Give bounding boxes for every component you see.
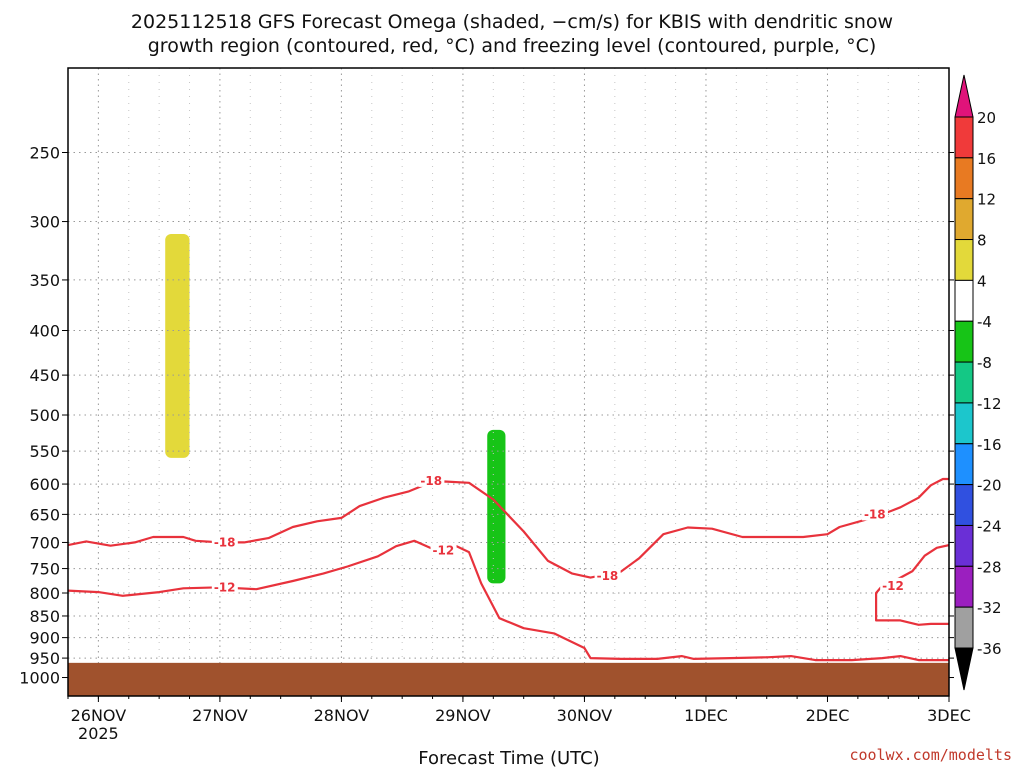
ground-fill (68, 662, 949, 696)
y-tick-label-600: 600 (29, 475, 60, 494)
contour-label-bg (430, 542, 457, 557)
colorbar: 20 16 12 8 4 -4 -8 -12 -16 -20 -24 -28 -32 -36 (954, 74, 1002, 691)
x-tick-label-1DEC: 1DEC (684, 706, 728, 725)
y-tick-label-800: 800 (29, 584, 60, 603)
colorbar-top-triangle (954, 74, 974, 118)
colorbar-label-8: 8 (977, 232, 987, 250)
contour-line-0-minus18 (68, 477, 949, 579)
contour-label-bg (211, 579, 238, 594)
omega-shaded-region-1 (165, 233, 190, 458)
x-tick-label-27NOV: 27NOV (192, 706, 248, 725)
colorbar-label--24: -24 (977, 517, 1002, 535)
y-tick-label-350: 350 (29, 271, 60, 290)
omega-shaded-region-0 (487, 429, 506, 584)
contour-label-bg (880, 577, 907, 592)
credit-text[interactable]: coolwx.com/modelts (849, 746, 1012, 764)
colorbar-swatch (954, 606, 974, 649)
y-tick-label-300: 300 (29, 213, 60, 232)
plot-frame (67, 67, 950, 697)
contour-label-bg (211, 534, 238, 549)
colorbar-label-20: 20 (977, 109, 996, 127)
colorbar-swatch (954, 198, 974, 241)
colorbar-label-4: 4 (977, 272, 987, 290)
y-tick-label-850: 850 (29, 607, 60, 626)
x-tick-label-3DEC: 3DEC (927, 706, 971, 725)
colorbar-swatch (954, 484, 974, 526)
x-tick-label-30NOV: 30NOV (557, 706, 613, 725)
ground-below-surface (68, 662, 949, 696)
contour-line-1-minus12 (68, 539, 949, 662)
colorbar-swatch (954, 524, 974, 567)
colorbar-swatch (954, 402, 974, 445)
contour-label-2-0: -12 (882, 579, 904, 593)
colorbar-swatch (954, 361, 974, 404)
contour-label-bg (861, 506, 888, 521)
y-tick-label-500: 500 (29, 406, 60, 425)
contour-label-0-1: -18 (420, 474, 442, 488)
y-tick-label-400: 400 (29, 322, 60, 341)
contour-label-0-3: -18 (864, 507, 886, 521)
contour-label-1-1: -12 (433, 543, 455, 557)
chart-title-line1: 2025112518 GFS Forecast Omega (shaded, −… (131, 11, 893, 33)
chart-title-line2: growth region (contoured, red, °C) and f… (148, 35, 877, 57)
y-tick-label-900: 900 (29, 629, 60, 648)
contour-label-0-0: -18 (214, 535, 236, 549)
colorbar-bottom-triangle (954, 647, 974, 691)
colorbar-swatch (954, 157, 974, 200)
y-tick-label-950: 950 (29, 649, 60, 668)
colorbar-label--36: -36 (977, 640, 1002, 658)
colorbar-label--8: -8 (977, 354, 992, 372)
colorbar-label-12: 12 (977, 191, 996, 209)
colorbar-swatch (954, 320, 974, 363)
x-tick-sublabel-year: 2025 (78, 724, 119, 743)
contour-label-bg (418, 472, 445, 487)
y-tick-label-700: 700 (29, 533, 60, 552)
colorbar-label--32: -32 (977, 599, 1002, 617)
y-tick-label-1000: 1000 (19, 669, 60, 688)
x-tick-label-28NOV: 28NOV (314, 706, 370, 725)
colorbar-label--16: -16 (977, 436, 1002, 454)
x-tick-label-2DEC: 2DEC (806, 706, 850, 725)
contour-label-0-2: -18 (597, 569, 619, 583)
grid (68, 68, 949, 696)
y-tick-label-750: 750 (29, 560, 60, 579)
y-axis: 250 300 350 400 450 500 550 600 650 700 750 800 850 9… (19, 144, 954, 688)
y-tick-label-650: 650 (29, 505, 60, 524)
y-tick-label-450: 450 (29, 366, 60, 385)
colorbar-label--28: -28 (977, 558, 1002, 576)
colorbar-label--20: -20 (977, 477, 1002, 495)
x-tick-label-29NOV: 29NOV (435, 706, 491, 725)
contours: -18 -18 -18 -18 -12 -12 -12 (68, 472, 949, 662)
contour-line-2-minus12 (875, 544, 949, 626)
colorbar-swatch (954, 116, 974, 159)
x-tick-label-26NOV: 26NOV (71, 706, 127, 725)
colorbar-label-16: 16 (977, 150, 996, 168)
y-tick-label-550: 550 (29, 442, 60, 461)
colorbar-label--12: -12 (977, 395, 1002, 413)
y-tick-label-250: 250 (29, 144, 60, 163)
contour-label-bg (594, 568, 621, 583)
colorbar-swatch (954, 279, 974, 322)
colorbar-label--4: -4 (977, 313, 992, 331)
contour-label-1-0: -12 (214, 580, 236, 594)
colorbar-swatch (954, 565, 974, 608)
x-axis-title: Forecast Time (UTC) (418, 748, 599, 768)
colorbar-swatch (954, 443, 974, 486)
colorbar-swatch (954, 239, 974, 281)
omega-shading (165, 233, 506, 584)
plot-area: -18 -18 -18 -18 -12 -12 -12 (68, 68, 949, 696)
